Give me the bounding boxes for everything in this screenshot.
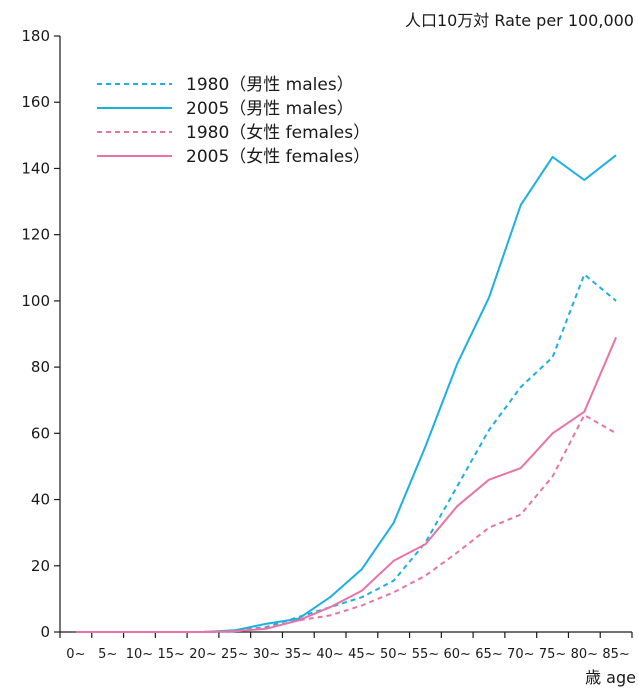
x-tick-label: 85~ [602, 647, 629, 662]
x-tick-label: 50~ [380, 647, 407, 662]
x-tick-label: 5~ [98, 647, 117, 662]
y-tick-label: 0 [40, 623, 50, 641]
y-axis: 0 20 40 60 80 100 120 140 160 180 [21, 27, 61, 641]
x-axis-title: 歳 age [585, 668, 636, 687]
x-tick-label: 80~ [571, 647, 598, 662]
y-tick-label: 180 [21, 27, 50, 45]
x-tick-label: 65~ [475, 647, 502, 662]
legend-label: 2005（男性 males） [186, 99, 354, 119]
legend: 1980（男性 males） 2005（男性 males） 1980（女性 fema… [97, 75, 370, 167]
y-tick-label: 140 [21, 159, 50, 177]
y-tick-label: 40 [31, 491, 50, 509]
series-line-2 [75, 154, 617, 633]
x-tick-label: 20~ [189, 647, 216, 662]
legend-label: 2005（女性 females） [186, 147, 370, 167]
x-tick-label: 35~ [285, 647, 312, 662]
y-tick-label: 160 [21, 93, 50, 111]
x-tick-label: 30~ [253, 647, 280, 662]
y-tick-label: 80 [31, 358, 50, 376]
legend-label: 1980（女性 females） [186, 123, 370, 143]
x-tick-label: 75~ [539, 647, 566, 662]
x-tick-label: 40~ [316, 647, 343, 662]
x-tick-label: 25~ [221, 647, 248, 662]
x-tick-label: 15~ [158, 647, 185, 662]
x-tick-label: 60~ [444, 647, 471, 662]
x-tick-label: 0~ [66, 647, 85, 662]
series-line-4 [75, 336, 618, 633]
x-axis: 0~ 5~ 10~ 15~ 20~ 25~ 30~ 35~ 40~ 45~ 50~ 55~ 60~ 65~… [59, 631, 633, 662]
y-tick-label: 20 [31, 557, 50, 575]
plot-lines [75, 154, 618, 633]
x-tick-label: 70~ [507, 647, 534, 662]
y-tick-label: 120 [21, 226, 50, 244]
y-axis-title: 人口10万対 Rate per 100,000 [405, 11, 634, 30]
y-tick-label: 100 [21, 292, 50, 310]
x-tick-label: 45~ [348, 647, 375, 662]
x-tick-label: 10~ [126, 647, 153, 662]
y-tick-label: 60 [31, 424, 50, 442]
legend-label: 1980（男性 males） [186, 75, 354, 95]
x-tick-label: 55~ [412, 647, 439, 662]
